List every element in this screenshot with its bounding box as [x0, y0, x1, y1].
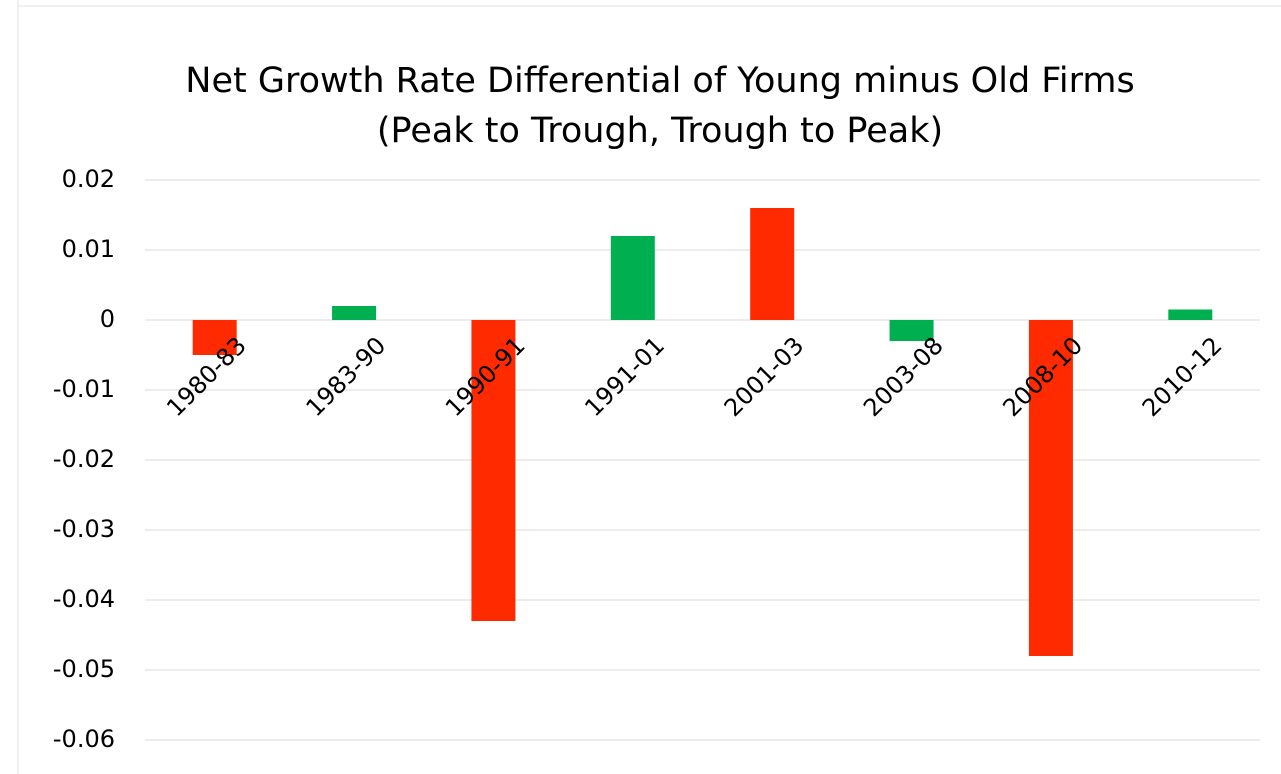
y-tick-label: -0.06 — [53, 725, 115, 753]
bar — [471, 320, 516, 621]
bar — [192, 320, 237, 355]
y-tick-label: 0.02 — [62, 165, 115, 193]
y-tick-label: -0.02 — [53, 445, 115, 473]
bar — [1028, 320, 1073, 656]
y-tick-label: 0 — [100, 305, 115, 333]
bar — [332, 306, 377, 320]
chart-subtitle: (Peak to Trough, Trough to Peak) — [377, 111, 943, 151]
bar — [889, 320, 934, 341]
y-tick-label: -0.03 — [53, 515, 115, 543]
chart-title: Net Growth Rate Differential of Young mi… — [185, 61, 1134, 101]
y-tick-label: -0.05 — [53, 655, 115, 683]
bar — [610, 236, 655, 320]
y-tick-label: -0.01 — [53, 375, 115, 403]
bar — [1168, 309, 1213, 320]
bar — [750, 208, 795, 320]
y-tick-label: -0.04 — [53, 585, 115, 613]
y-tick-label: 0.01 — [62, 235, 115, 263]
